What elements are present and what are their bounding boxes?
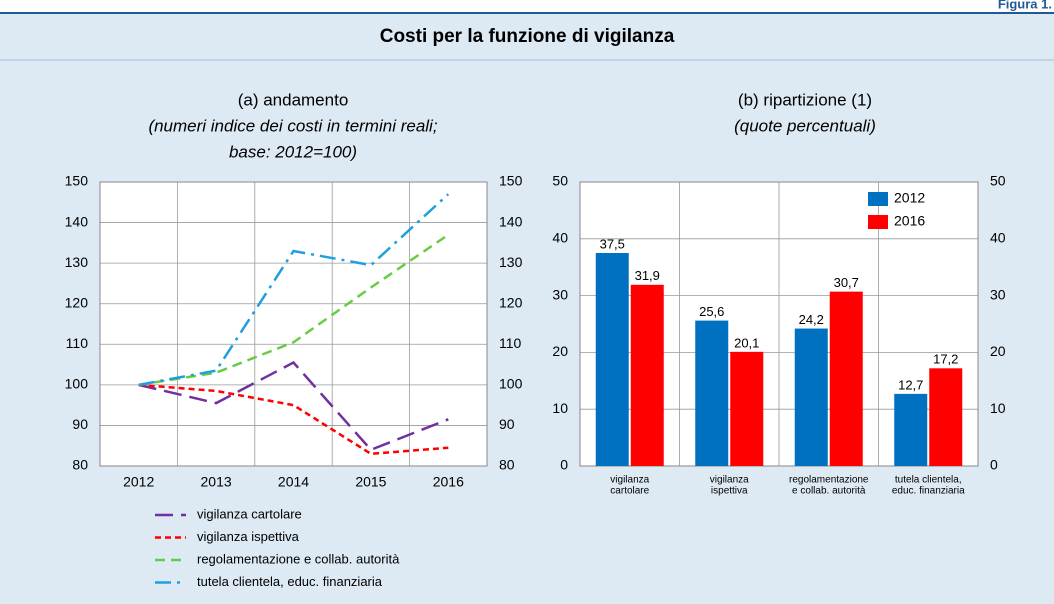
bar <box>929 368 963 466</box>
y-tick-label: 30 <box>552 286 568 302</box>
bar-value-label: 25,6 <box>699 304 724 319</box>
y-tick-label: 0 <box>560 457 568 473</box>
bar <box>829 291 863 466</box>
legend-label: vigilanza cartolare <box>197 506 302 521</box>
y2-tick-label: 120 <box>499 294 523 310</box>
y2-tick-label: 140 <box>499 213 523 229</box>
x-tick-label: 2012 <box>123 474 154 490</box>
y-tick-label: 80 <box>72 457 88 473</box>
y2-tick-label: 130 <box>499 254 523 270</box>
bar <box>894 393 928 466</box>
legend-label: regolamentazione e collab. autorità <box>197 551 400 566</box>
chart-title: (a) andamento <box>238 90 349 109</box>
x-tick-label: 2013 <box>201 474 232 490</box>
y-tick-label: 40 <box>552 230 568 246</box>
legend-label: 2012 <box>894 190 925 206</box>
bar-value-label: 20,1 <box>734 335 759 350</box>
figure-label: Figura 1. <box>998 0 1052 11</box>
y-tick-label: 130 <box>65 254 89 270</box>
y-tick-label: 110 <box>66 335 89 351</box>
y2-tick-label: 10 <box>990 400 1006 416</box>
bar-value-label: 17,2 <box>933 352 958 367</box>
plot-bg <box>100 182 487 466</box>
y2-tick-label: 30 <box>990 286 1006 302</box>
x-tick-label: 2015 <box>355 474 386 490</box>
x-tick-label: cartolare <box>610 486 649 497</box>
y2-tick-label: 100 <box>499 376 523 392</box>
y-tick-label: 140 <box>65 213 89 229</box>
legend-label: 2016 <box>894 213 925 229</box>
x-tick-label: educ. finanziaria <box>892 486 965 497</box>
line-series <box>138 383 449 456</box>
y2-tick-label: 110 <box>499 335 522 351</box>
legend-swatch <box>868 215 888 229</box>
y-tick-label: 100 <box>65 376 89 392</box>
y2-tick-label: 150 <box>499 173 523 189</box>
y2-tick-label: 80 <box>499 457 515 473</box>
y-tick-label: 20 <box>552 343 568 359</box>
main-title: Costi per la funzione di vigilanza <box>380 26 675 47</box>
y2-tick-label: 0 <box>990 457 998 473</box>
plot-border <box>579 181 979 467</box>
y-tick-label: 10 <box>552 400 568 416</box>
legend-label: tutela clientela, educ. finanziaria <box>197 574 383 589</box>
x-tick-label: vigilanza <box>610 475 649 486</box>
y2-tick-label: 90 <box>499 416 515 432</box>
legend-label: vigilanza ispettiva <box>197 529 300 544</box>
x-tick-label: e collab. autorità <box>792 486 866 497</box>
bar-value-label: 30,7 <box>834 275 859 290</box>
y2-tick-label: 50 <box>990 173 1006 189</box>
y-tick-label: 90 <box>72 416 88 432</box>
x-tick-label: tutela clientela, <box>895 475 962 486</box>
chart-subtitle: base: 2012=100) <box>229 142 357 161</box>
y2-tick-label: 20 <box>990 343 1006 359</box>
x-tick-label: ispettiva <box>711 486 748 497</box>
y-tick-label: 150 <box>65 173 89 189</box>
bar <box>794 328 828 466</box>
bar-value-label: 12,7 <box>898 377 923 392</box>
x-tick-label: vigilanza <box>710 475 749 486</box>
x-tick-label: regolamentazione <box>789 475 869 486</box>
chart-subtitle: (quote percentuali) <box>734 116 876 135</box>
bar-value-label: 24,2 <box>799 312 824 327</box>
bar-value-label: 31,9 <box>635 268 660 283</box>
x-tick-label: 2014 <box>278 474 309 490</box>
line-series <box>138 360 449 452</box>
bar <box>730 351 764 466</box>
bar <box>630 284 664 466</box>
line-series <box>138 193 450 387</box>
bar <box>695 320 729 466</box>
chart-title: (b) ripartizione (1) <box>738 90 872 109</box>
line-series <box>138 233 450 387</box>
y-tick-label: 50 <box>552 173 568 189</box>
plot-border <box>99 181 488 467</box>
chart-subtitle: (numeri indice dei costi in termini real… <box>148 116 437 135</box>
x-tick-label: 2016 <box>433 474 464 490</box>
y-tick-label: 120 <box>65 294 89 310</box>
legend-swatch <box>868 192 888 206</box>
bar <box>595 253 629 466</box>
y2-tick-label: 40 <box>990 230 1006 246</box>
bar-value-label: 37,5 <box>600 236 625 251</box>
